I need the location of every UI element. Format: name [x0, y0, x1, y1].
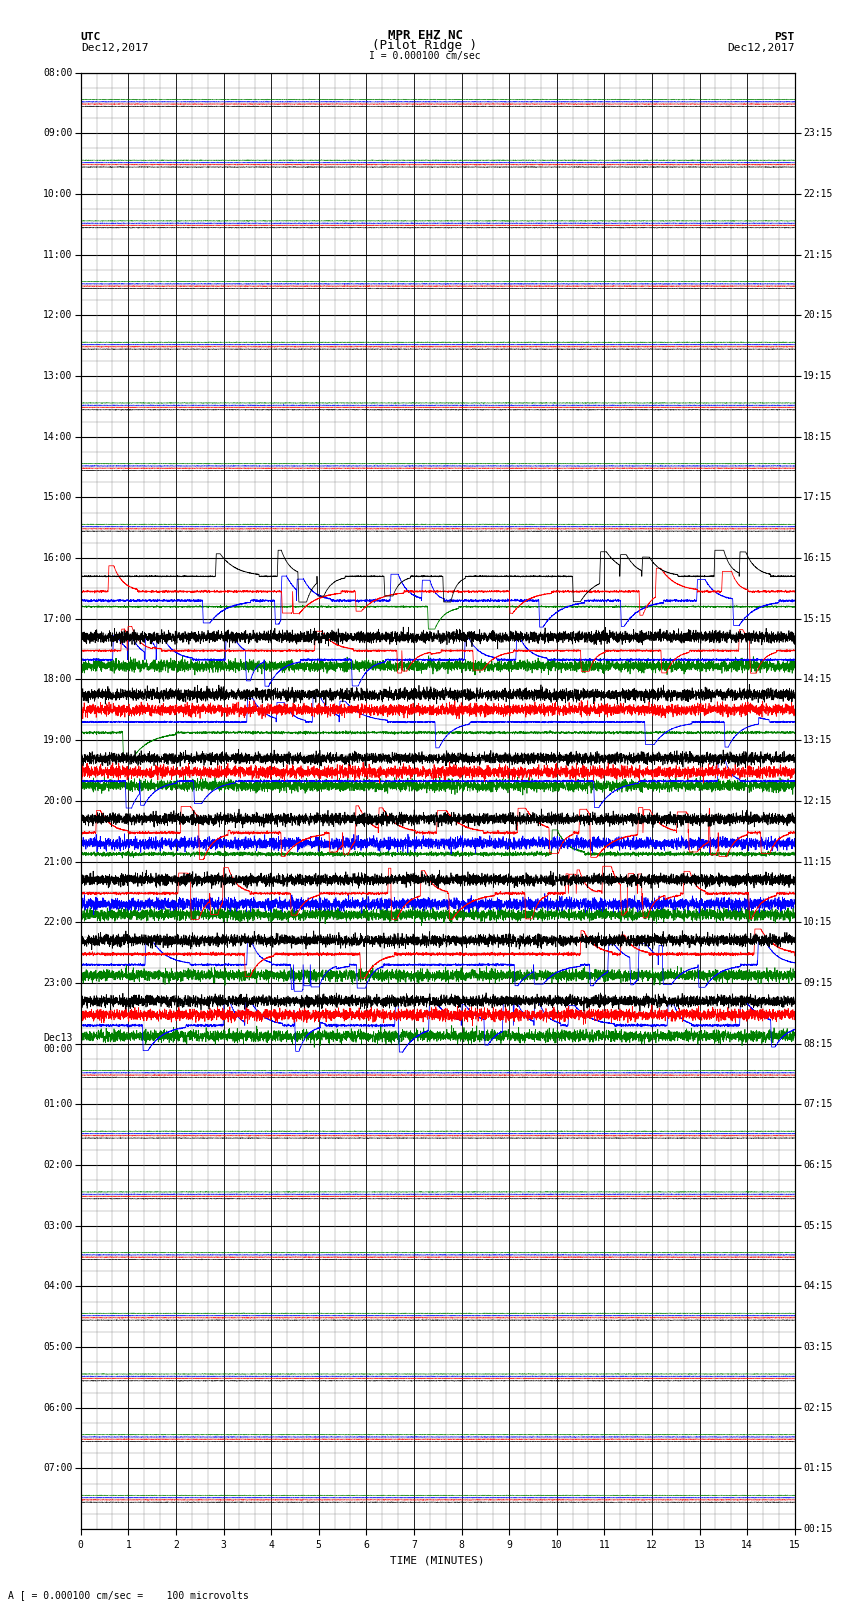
Text: I = 0.000100 cm/sec: I = 0.000100 cm/sec — [369, 52, 481, 61]
Text: Dec12,2017: Dec12,2017 — [728, 44, 795, 53]
Text: MPR EHZ NC: MPR EHZ NC — [388, 29, 462, 42]
X-axis label: TIME (MINUTES): TIME (MINUTES) — [390, 1555, 485, 1565]
Text: A [ = 0.000100 cm/sec =    100 microvolts: A [ = 0.000100 cm/sec = 100 microvolts — [8, 1590, 249, 1600]
Text: PST: PST — [774, 32, 795, 42]
Text: (Pilot Ridge ): (Pilot Ridge ) — [372, 39, 478, 52]
Text: Dec12,2017: Dec12,2017 — [81, 44, 148, 53]
Text: UTC: UTC — [81, 32, 101, 42]
